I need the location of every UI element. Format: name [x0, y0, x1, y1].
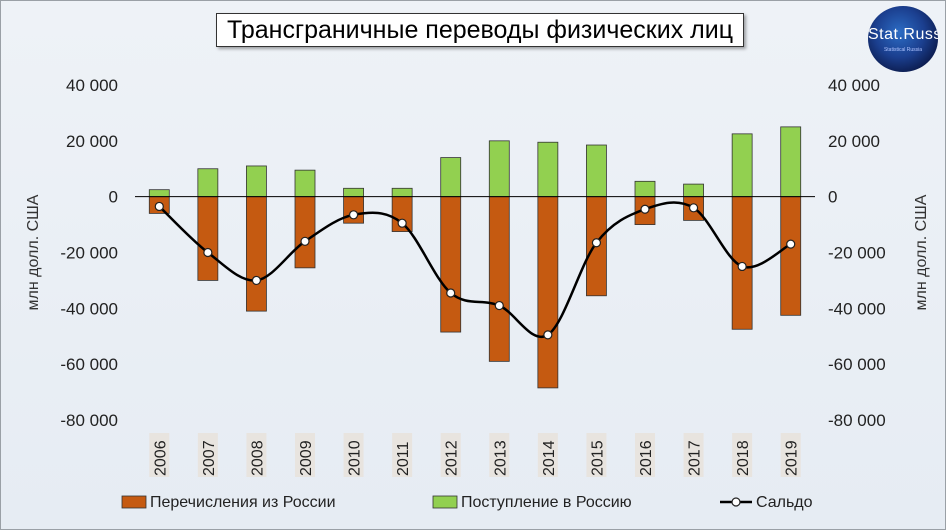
x-tick-label: 2019	[784, 440, 801, 476]
x-label-bg	[392, 433, 413, 477]
bar-outflow	[440, 196, 462, 333]
y-tick-right: 0	[828, 188, 837, 207]
y-tick-right: -40 000	[828, 299, 886, 318]
y-tick-right: 20 000	[828, 132, 880, 151]
x-tick-label: 2008	[249, 440, 266, 476]
x-label-bg	[295, 433, 315, 477]
bar-inflow	[246, 165, 267, 198]
balance-point	[446, 288, 456, 298]
bar-inflow	[440, 157, 462, 198]
balance-point	[591, 238, 602, 248]
x-label-bg	[343, 433, 364, 477]
legend-outflow-swatch	[121, 495, 147, 509]
balance-point	[348, 210, 359, 220]
bar-inflow	[197, 168, 219, 198]
x-label-bg	[586, 433, 607, 477]
bar-outflow	[537, 196, 559, 389]
x-tick-label: 2017	[687, 440, 704, 476]
x-tick-label: 2018	[735, 440, 752, 476]
x-label-bg	[683, 433, 704, 477]
balance-point	[397, 218, 407, 228]
x-label-bg	[197, 433, 218, 477]
bar-inflow	[148, 189, 170, 198]
logo-text: Stat.Russ	[868, 26, 938, 43]
y-tick-right: 40 000	[828, 76, 880, 95]
x-label-bg	[732, 433, 753, 477]
bar-inflow	[391, 187, 413, 198]
balance-point	[786, 239, 796, 249]
x-tick-label: 2014	[541, 440, 558, 476]
y-axis-title-left: млн долл. США	[25, 194, 42, 310]
x-label-bg	[149, 433, 170, 477]
x-tick-label: 2015	[589, 440, 606, 476]
balance-point	[251, 275, 262, 286]
bar-outflow	[294, 196, 316, 269]
balance-point	[543, 330, 553, 340]
legend-balance-marker	[731, 497, 741, 507]
x-label-bg	[440, 433, 461, 477]
x-label-bg	[537, 433, 558, 477]
bar-inflow	[634, 180, 656, 198]
balance-point	[494, 300, 504, 311]
y-tick-left: -40 000	[60, 299, 118, 318]
x-label-bg	[246, 433, 267, 477]
balance-point	[737, 261, 747, 272]
y-tick-right: -60 000	[828, 355, 886, 374]
bar-inflow	[343, 187, 364, 198]
x-tick-label: 2016	[638, 440, 655, 476]
x-tick-label: 2009	[298, 440, 315, 476]
chart-title-text: Трансграничные переводы физических лиц	[226, 15, 734, 44]
balance-point	[688, 203, 699, 213]
balance-point	[154, 201, 164, 212]
y-axis-title-right: млн долл. США	[913, 194, 930, 310]
bar-inflow	[294, 169, 316, 198]
legend-inflow-swatch	[432, 495, 458, 509]
x-tick-label: 2011	[395, 441, 412, 476]
bar-inflow	[586, 144, 607, 198]
y-tick-left: 20 000	[66, 132, 118, 151]
bar-inflow	[683, 183, 704, 198]
bar-inflow	[731, 133, 753, 198]
legend-inflow-label: Поступление в Россию	[461, 494, 632, 511]
logo-subtext: Statistical Russia	[883, 47, 923, 53]
y-tick-left: -20 000	[60, 244, 118, 263]
bar-outflow	[780, 196, 802, 316]
y-tick-right: -20 000	[828, 244, 886, 263]
x-tick-label: 2013	[492, 440, 509, 476]
x-label-bg	[635, 433, 655, 477]
chart-title: Трансграничные переводы физических лиц	[216, 13, 744, 47]
bar-outflow	[488, 196, 510, 362]
balance-point	[203, 247, 213, 258]
x-label-bg	[780, 433, 801, 477]
y-tick-right: -80 000	[828, 411, 886, 430]
bar-inflow	[780, 126, 802, 198]
y-tick-left: 0	[109, 188, 118, 207]
bar-inflow	[488, 140, 510, 198]
y-tick-left: 40 000	[66, 76, 118, 95]
bar-outflow	[197, 196, 219, 281]
x-tick-label: 2006	[152, 440, 169, 476]
x-label-bg	[489, 433, 510, 477]
legend-balance-label: Сальдо	[756, 494, 813, 511]
balance-point	[300, 236, 310, 246]
legend-outflow-label: Перечисления из России	[150, 494, 336, 511]
y-tick-left: -80 000	[60, 411, 118, 430]
x-tick-label: 2010	[347, 440, 364, 476]
x-tick-label: 2012	[444, 440, 461, 476]
bar-inflow	[537, 141, 559, 198]
y-tick-left: -60 000	[60, 355, 118, 374]
bar-outflow	[246, 196, 267, 312]
stat-russ-logo: Stat.Russ Statistical Russia	[868, 6, 938, 72]
x-tick-label: 2007	[201, 440, 218, 476]
balance-point	[640, 204, 650, 214]
